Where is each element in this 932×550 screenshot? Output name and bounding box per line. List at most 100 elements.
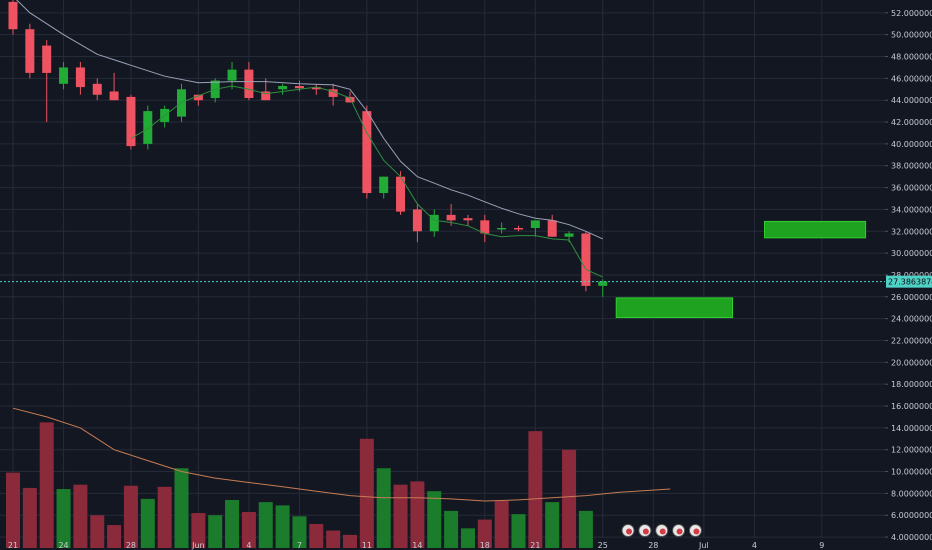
alert-badge-icon[interactable] [621,524,635,538]
y-axis-tick-label: 6.00000000 [891,511,932,520]
volume-bar [343,534,357,548]
candle-body[interactable] [429,214,439,232]
x-axis-tick-label: 18 [480,541,490,550]
alert-badge-icon[interactable] [672,524,686,538]
candle-body[interactable] [514,227,523,230]
candle-body[interactable] [294,86,304,89]
candle-body[interactable] [412,209,422,232]
candle-body[interactable] [126,96,136,147]
x-axis-tick-label: 28 [648,541,658,550]
y-axis-tick-label: 20.00000000 [891,358,932,367]
candle-body[interactable] [547,220,557,237]
candle-body[interactable] [92,83,102,95]
volume-bar [494,501,509,548]
candle-body[interactable] [446,214,456,221]
candle-body[interactable] [564,233,574,237]
x-axis-tick-label: Jul [698,541,709,550]
x-axis-tick-label: 21 [8,541,18,550]
y-axis-tick-label: 10.00000000 [891,468,932,477]
alert-badge-icon[interactable] [638,524,652,538]
y-axis-tick-label: 8.00000000 [891,489,932,498]
y-axis-tick-label: 18.00000000 [891,380,932,389]
volume-bar [241,511,256,548]
candle-body[interactable] [278,86,288,90]
y-axis-tick-label: 42.00000000 [891,118,932,127]
volume-bar [511,514,526,548]
candle-body[interactable] [581,233,591,286]
candle-body[interactable] [143,111,153,144]
y-axis-tick-label: 38.00000000 [891,162,932,171]
candle-body[interactable] [261,91,271,101]
candle-body[interactable] [497,227,507,230]
volume-bar [578,510,593,548]
candle-body[interactable] [598,281,608,286]
y-axis-tick-label: 24.00000000 [891,315,932,324]
volume-bar [22,487,37,548]
volume-bar [528,431,543,548]
volume-bar [56,489,71,548]
candle-body[interactable] [109,91,119,101]
candle-body[interactable] [244,69,254,99]
x-axis-tick-label: 21 [530,541,540,550]
volume-bar [157,486,172,548]
volume-bar [73,484,88,548]
x-axis-tick-label: 7 [297,541,302,550]
volume-bar [174,468,189,548]
y-axis-tick-label: 16.00000000 [891,402,932,411]
y-axis-tick-label: 22.00000000 [891,336,932,345]
volume-bar [39,422,54,548]
volume-bar [376,468,391,548]
candle-body[interactable] [463,218,473,221]
volume-bar [275,505,290,548]
candle-body[interactable] [530,220,540,228]
target-zone[interactable] [764,220,867,239]
candle-body[interactable] [328,89,338,97]
y-axis-tick-label: 34.00000000 [891,205,932,214]
y-axis-tick-label: 40.00000000 [891,140,932,149]
candle-body[interactable] [345,96,355,103]
candle-body[interactable] [8,1,18,30]
volume-bar [410,481,425,548]
x-axis-tick-label: 4 [246,541,251,550]
candle-body[interactable] [311,87,321,90]
candle-body[interactable] [75,67,85,88]
x-axis-tick-label: Jun [191,541,205,550]
candle-body[interactable] [227,69,237,81]
candle-body[interactable] [362,111,372,194]
x-axis-tick-label: 11 [362,541,372,550]
price-moving-average-line-fast [130,85,604,278]
y-axis-tick-label: 52.00000000 [891,9,932,18]
y-axis-tick-label: 50.00000000 [891,31,932,40]
volume-bar [90,515,105,548]
volume-bar [460,528,475,548]
volume-bar [309,523,324,548]
volume-bar [225,499,240,548]
candle-body[interactable] [59,67,69,84]
candle-body[interactable] [480,220,490,234]
volume-bar [562,449,577,548]
y-axis-tick-label: 26.00000000 [891,293,932,302]
volume-bar [6,472,20,548]
volume-bar [123,485,138,548]
volume-bar [107,525,122,548]
price-moving-average-line [15,0,604,240]
candle-body[interactable] [42,45,52,73]
y-axis-tick-label: 28.00000000 [891,271,932,280]
candle-body[interactable] [193,94,203,101]
alert-badge-icon[interactable] [655,524,669,538]
y-axis-tick-label: 32.00000000 [891,227,932,236]
volume-bar [444,510,459,548]
y-axis-tick-label: 30.00000000 [891,249,932,258]
candle-body[interactable] [25,29,35,73]
x-axis-tick-label: 9 [819,541,824,550]
candle-body[interactable] [396,176,406,212]
current-price-badge [886,275,932,288]
candle-body[interactable] [379,176,389,194]
alert-badge-icon[interactable] [688,524,702,538]
y-axis-tick-label: 36.00000000 [891,184,932,193]
x-axis-tick-label: 24 [58,541,68,550]
target-zone[interactable] [615,297,733,319]
volume-bar [208,515,223,548]
